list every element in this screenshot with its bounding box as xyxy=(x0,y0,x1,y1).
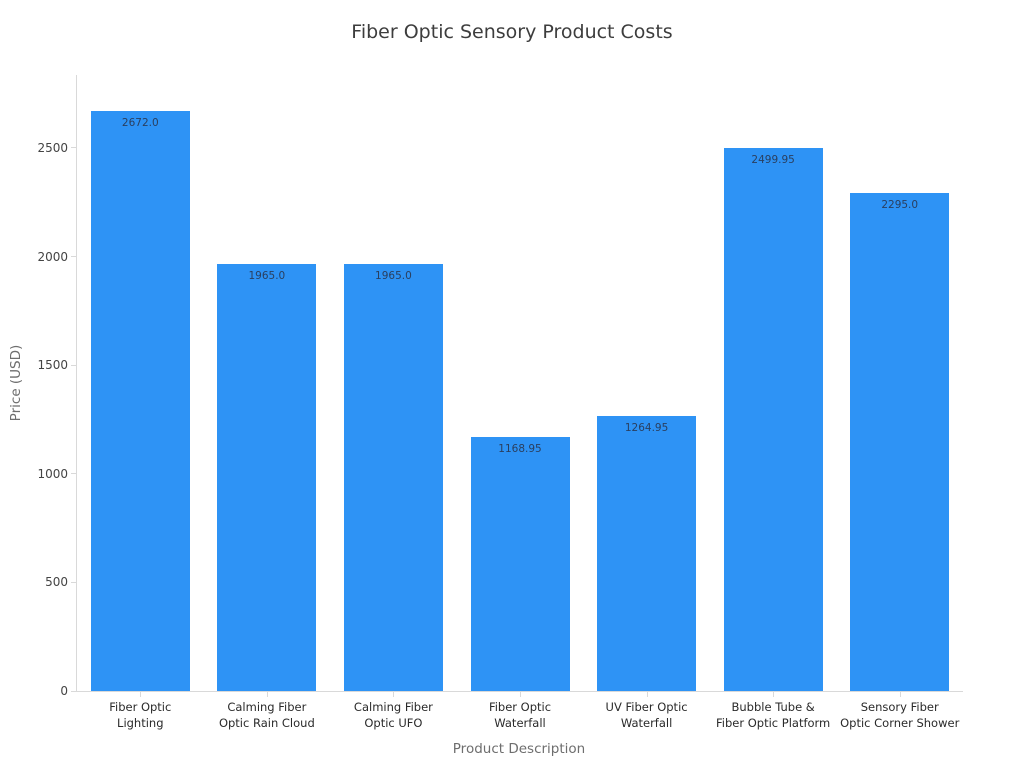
y-tick-label: 500 xyxy=(45,575,68,590)
y-tick-mark xyxy=(71,581,76,583)
x-tick-label: Sensory Fiber Optic Corner Shower xyxy=(840,700,960,730)
bar: 1965.0 xyxy=(217,264,317,691)
bar-value-label: 2295.0 xyxy=(881,198,919,211)
y-tick-label: 1500 xyxy=(37,358,68,373)
bar-value-label: 1264.95 xyxy=(624,422,669,435)
y-tick-label: 2000 xyxy=(37,249,68,264)
y-tick-mark xyxy=(71,147,76,149)
bar-value-label: 2672.0 xyxy=(121,116,159,129)
bar: 2499.95 xyxy=(723,148,823,691)
bar-value-label: 1965.0 xyxy=(248,270,286,283)
y-tick-mark xyxy=(71,690,76,692)
x-tick-label: UV Fiber Optic Waterfall xyxy=(605,700,688,730)
x-tick-mark xyxy=(773,692,775,697)
y-tick-label: 1000 xyxy=(37,466,68,481)
bar: 1965.0 xyxy=(343,264,443,691)
x-tick-label: Fiber Optic Waterfall xyxy=(488,700,552,730)
bar: 2295.0 xyxy=(850,192,950,691)
y-tick-label: 0 xyxy=(60,684,68,698)
bar-value-label: 2499.95 xyxy=(751,154,795,166)
x-tick-label: Bubble Tube & Fiber Optic Platform xyxy=(716,700,831,730)
x-tick-mark xyxy=(266,692,268,697)
y-tick-mark xyxy=(71,473,76,475)
chart-title: Fiber Optic Sensory Product Costs xyxy=(351,21,673,43)
x-tick-mark xyxy=(646,692,648,697)
x-tick-label: Fiber Optic Lighting xyxy=(109,700,172,730)
y-axis-title: Price (USD) xyxy=(8,344,24,422)
x-axis-title: Product Description xyxy=(452,741,586,757)
bar-value-label: 1168.95 xyxy=(498,443,542,456)
y-tick-mark xyxy=(71,256,76,258)
x-tick-mark xyxy=(393,692,395,697)
bar: 1264.95 xyxy=(597,416,697,691)
bar: 1168.95 xyxy=(470,437,570,691)
y-tick-label: 2500 xyxy=(37,140,68,155)
x-tick-label: Calming Fiber Optic UFO xyxy=(353,700,433,730)
y-tick-mark xyxy=(71,364,76,366)
x-tick-label: Calming Fiber Optic Rain Cloud xyxy=(218,700,315,730)
x-tick-mark xyxy=(899,692,901,697)
x-tick-mark xyxy=(520,692,521,697)
bar: 2672.0 xyxy=(90,110,190,691)
plot-area: 0 500 1000 1500 2000 2500 2672.0 Fiber Optic Li… xyxy=(37,75,963,730)
bar-value-label: 1965.0 xyxy=(375,270,412,283)
x-tick-mark xyxy=(140,692,142,697)
